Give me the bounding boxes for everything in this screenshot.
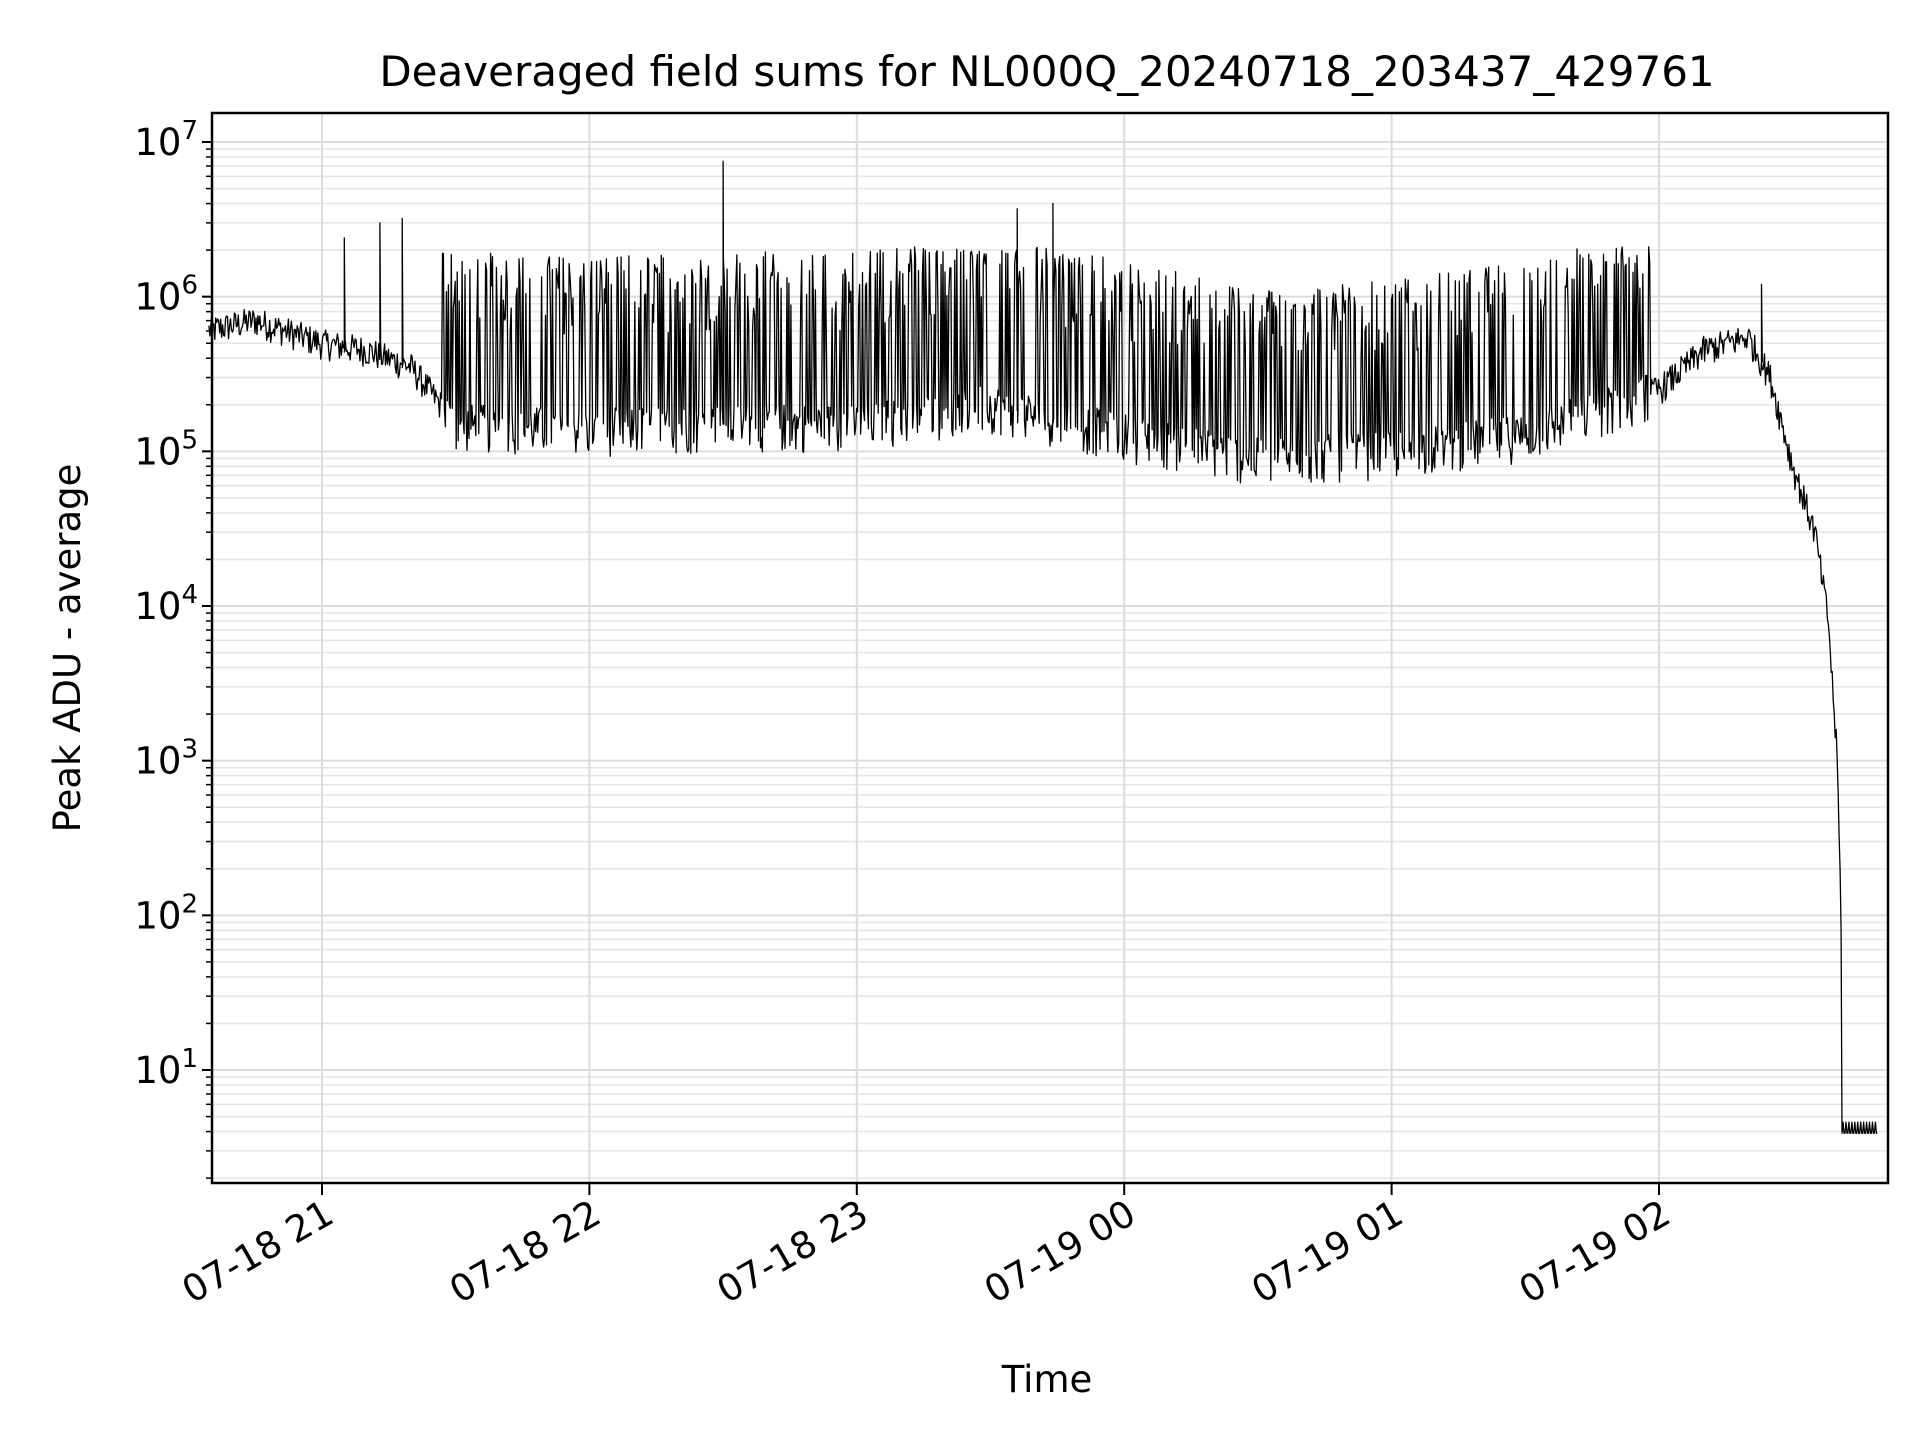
x-tick-label: 07-19 02	[1512, 1192, 1678, 1312]
y-axis: 101 102 103 104 105 106 107	[134, 116, 212, 1179]
x-tick-label: 07-18 21	[175, 1192, 341, 1312]
x-axis-title: Time	[1001, 1358, 1093, 1401]
y-tick-label: 104	[134, 580, 198, 628]
y-tick-label: 101	[134, 1044, 198, 1092]
y-tick-label: 105	[134, 425, 198, 473]
grid-layer	[212, 113, 1888, 1183]
y-tick-label: 107	[134, 116, 198, 164]
plot-frame	[210, 111, 1890, 1185]
x-tick-label: 07-19 01	[1245, 1192, 1411, 1312]
x-tick-label: 07-19 00	[977, 1192, 1143, 1312]
y-tick-label: 106	[134, 271, 198, 319]
chart-title: Deaveraged field sums for NL000Q_2024071…	[379, 47, 1714, 96]
x-axis: 07-18 21 07-18 22 07-18 23 07-19 00 07-19 01…	[175, 1183, 1678, 1312]
series-line	[208, 160, 1878, 1134]
y-tick-label: 102	[134, 889, 198, 937]
y-axis-title: Peak ADU - average	[46, 464, 89, 833]
x-tick-label: 07-18 22	[442, 1192, 608, 1312]
x-tick-label: 07-18 23	[710, 1192, 876, 1312]
y-tick-label: 103	[134, 735, 198, 783]
